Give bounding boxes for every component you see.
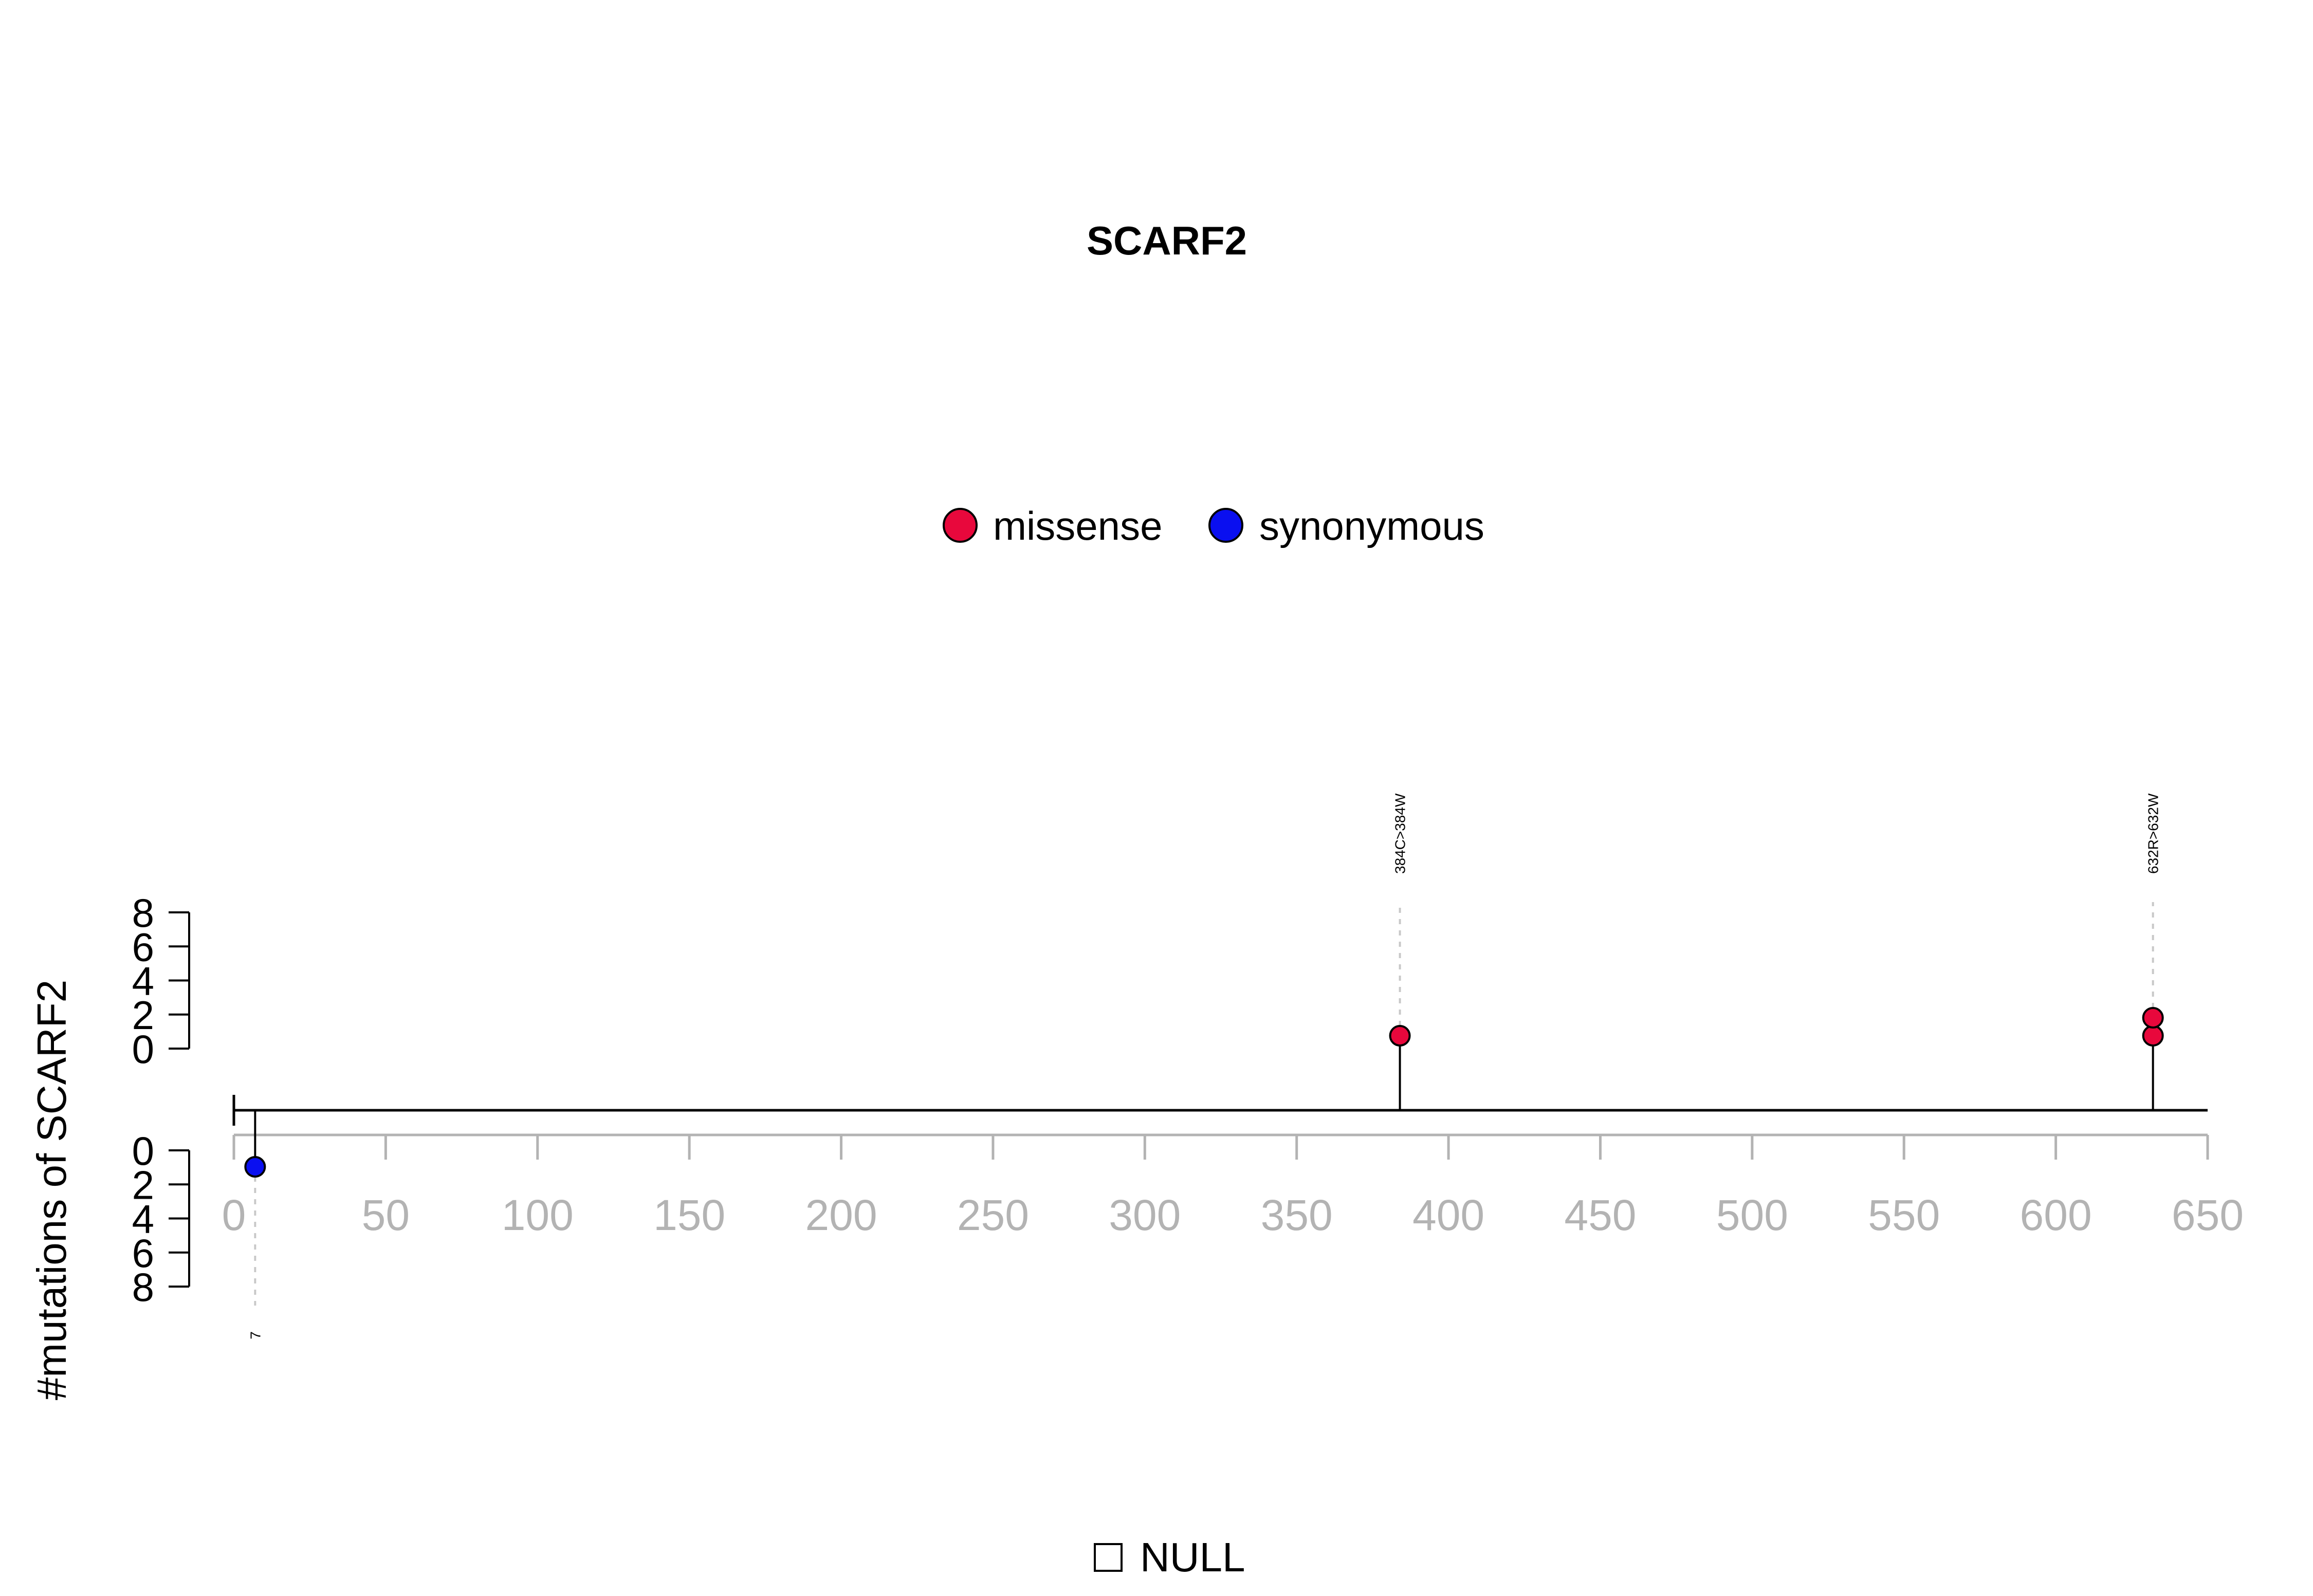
x-axis: 0 50 100 150 200 250 300 350 400 450 500 550 600 650 — [222, 1133, 2244, 1239]
lollipops: 384C>384W 632R>632W 7 — [244, 793, 2164, 1340]
legend-label-missense: missense — [993, 503, 1162, 548]
y-tick-label-lower-2: 2 — [132, 1162, 154, 1207]
x-tick-label-500: 500 — [1716, 1191, 1788, 1239]
mutation-632R>632W-point-1 — [2142, 1025, 2164, 1047]
x-tick-label-0: 0 — [222, 1191, 246, 1239]
x-tick-label-250: 250 — [957, 1191, 1029, 1239]
protein-axis — [232, 1095, 2208, 1126]
y-tick-label-upper-8: 8 — [132, 890, 154, 935]
x-tick-label-400: 400 — [1412, 1191, 1484, 1239]
mutation-632R>632W-point-2 — [2142, 1007, 2164, 1029]
y-tick-label-lower-8: 8 — [132, 1264, 154, 1310]
bottom-legend: NULL — [1094, 1534, 1245, 1580]
x-tick-label-600: 600 — [2020, 1191, 2092, 1239]
mutation-7-label: 7 — [247, 1331, 263, 1340]
y-tick-label-upper-0: 0 — [132, 1026, 154, 1072]
null-legend-label: NULL — [1140, 1534, 1245, 1580]
x-tick-label-650: 650 — [2172, 1191, 2244, 1239]
mutation-384C>384W-label: 384C>384W — [1392, 793, 1408, 874]
y-tick-label-lower-6: 6 — [132, 1231, 154, 1276]
legend: missense synonymous — [943, 503, 1484, 548]
legend-marker-synonymous — [1208, 508, 1243, 543]
legend-marker-missense — [943, 508, 978, 543]
x-tick-label-350: 350 — [1261, 1191, 1333, 1239]
chart-title: SCARF2 — [1087, 218, 1247, 263]
y-axis-label: #mutations of SCARF2 — [29, 980, 75, 1400]
mutation-384C>384W-point-1 — [1389, 1025, 1411, 1047]
x-tick-label-550: 550 — [1868, 1191, 1940, 1239]
y-tick-label-upper-6: 6 — [132, 924, 154, 969]
y-tick-label-lower-0: 0 — [132, 1128, 154, 1173]
y-tick-label-upper-4: 4 — [132, 959, 154, 1004]
legend-label-synonymous: synonymous — [1259, 503, 1484, 548]
x-tick-label-300: 300 — [1109, 1191, 1181, 1239]
null-legend-box — [1094, 1543, 1123, 1572]
mutation-632R>632W-label: 632R>632W — [2145, 793, 2161, 874]
x-tick-label-200: 200 — [805, 1191, 877, 1239]
y-tick-label-upper-2: 2 — [132, 993, 154, 1038]
y-tick-label-lower-4: 4 — [132, 1197, 154, 1242]
x-tick-label-450: 450 — [1564, 1191, 1636, 1239]
x-tick-label-50: 50 — [362, 1191, 410, 1239]
mutation-7-point-1 — [244, 1156, 266, 1178]
x-tick-label-150: 150 — [653, 1191, 725, 1239]
x-tick-label-100: 100 — [502, 1191, 574, 1239]
